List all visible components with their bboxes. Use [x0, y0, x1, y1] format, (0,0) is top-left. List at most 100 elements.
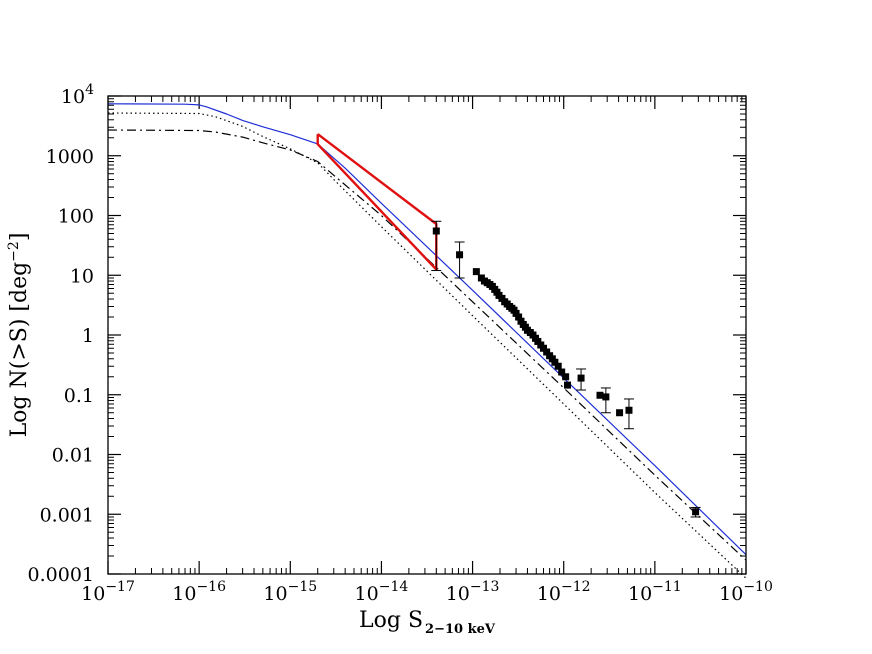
x-tick-label: 10−17 [81, 579, 135, 605]
data-point [551, 358, 559, 366]
y-tick-label: 104 [61, 82, 94, 108]
y-tick-label-base: 0.01 [52, 445, 94, 467]
data-point [472, 268, 480, 276]
y-tick-label: 1000 [46, 146, 94, 168]
y-tick-label-base: 1000 [46, 146, 94, 168]
minor-ticks [108, 96, 746, 574]
x-tick-label-exponent: −10 [743, 579, 773, 595]
data-point [616, 409, 624, 417]
y-tick-label-base: 0.001 [40, 504, 94, 526]
points-layer [431, 220, 701, 518]
x-tick-label-base: 10 [81, 583, 105, 605]
x-tick-label: 10−14 [355, 579, 409, 605]
y-axis-title-main: Log N(>S) [deg [7, 262, 32, 438]
y-tick-label-base: 10 [61, 86, 85, 108]
point-marker [692, 508, 700, 516]
x-tick-label-exponent: −13 [470, 579, 500, 595]
point-marker [616, 409, 624, 417]
data-point [539, 344, 547, 352]
major-ticks [107, 95, 747, 575]
y-axis-title: Log N(>S) [deg−2] [6, 233, 32, 438]
x-tick-label-base: 10 [355, 583, 379, 605]
y-tick-label-base: 1 [82, 325, 94, 347]
data-point [623, 398, 634, 430]
x-tick-label-exponent: −11 [652, 579, 682, 595]
point-marker [432, 227, 440, 235]
point-marker [596, 391, 604, 399]
point-marker [554, 362, 562, 370]
data-point [512, 309, 520, 317]
data-point [431, 220, 442, 272]
x-tick-label-base: 10 [628, 583, 652, 605]
data-point [454, 241, 465, 279]
x-tick-label: 10−13 [446, 579, 500, 605]
x-tick-label-exponent: −12 [561, 579, 591, 595]
series-line-dotted [107, 112, 747, 579]
y-tick-label: 10 [70, 265, 94, 287]
x-tick-label: 10−12 [537, 579, 591, 605]
y-tick-label-base: 0.0001 [28, 564, 94, 586]
data-point [515, 313, 523, 321]
y-tick-label: 0.0001 [28, 564, 94, 586]
x-tick-label: 10−10 [719, 579, 773, 605]
point-marker [577, 374, 585, 382]
point-marker [543, 348, 551, 356]
point-marker [534, 337, 542, 345]
x-tick-label-exponent: −16 [196, 579, 226, 595]
point-marker [456, 251, 464, 259]
series-line-solid [107, 103, 747, 556]
y-tick-label-base: 0.1 [64, 385, 94, 407]
data-point [554, 362, 562, 370]
y-tick-label: 0.1 [64, 385, 94, 407]
x-axis-title-subscript: 2−10 keV [425, 622, 496, 637]
x-tick-label: 10−11 [628, 579, 682, 605]
y-tick-label-exponent: 4 [85, 82, 94, 98]
x-tick-label: 10−15 [263, 579, 317, 605]
data-point [563, 381, 571, 389]
y-tick-label-base: 10 [70, 265, 94, 287]
data-point [596, 391, 604, 399]
series-layer [107, 103, 747, 579]
series-line-dashdot [107, 129, 747, 561]
y-tick-label: 0.001 [40, 504, 94, 526]
point-marker [472, 268, 480, 276]
y-tick-label: 1 [82, 325, 94, 347]
x-axis-title: Log S 2−10 keV [359, 608, 496, 637]
data-point [690, 506, 701, 518]
series-line-wedge [316, 133, 438, 271]
data-point [558, 368, 566, 376]
point-marker [551, 358, 559, 366]
y-axis-title-close: ] [7, 233, 32, 242]
x-tick-label-base: 10 [263, 583, 287, 605]
x-tick-label-base: 10 [719, 583, 743, 605]
x-tick-label-base: 10 [172, 583, 196, 605]
x-tick-label-exponent: −14 [379, 579, 409, 595]
point-marker [515, 313, 523, 321]
y-tick-label: 0.01 [52, 445, 94, 467]
x-tick-label-base: 10 [537, 583, 561, 605]
y-tick-label: 100 [58, 206, 94, 228]
x-tick-label-base: 10 [446, 583, 470, 605]
x-tick-label-exponent: −15 [288, 579, 318, 595]
data-point [576, 368, 587, 391]
point-marker [558, 368, 566, 376]
x-tick-label-exponent: −17 [105, 579, 135, 595]
y-axis-title-superscript: −2 [6, 241, 22, 262]
point-marker [512, 309, 520, 317]
data-point [534, 337, 542, 345]
point-marker [562, 373, 570, 381]
point-marker [563, 381, 571, 389]
data-point [543, 348, 551, 356]
x-axis-title-main: Log S [359, 608, 423, 633]
x-tick-label: 10−16 [172, 579, 226, 605]
x-tick-labels: 10−17 10−16 10−15 10−14 10−13 10−12 10−11 10−10 [81, 579, 773, 605]
point-marker [539, 344, 547, 352]
point-marker [625, 406, 633, 414]
data-point [600, 387, 611, 414]
y-tick-label-base: 100 [58, 206, 94, 228]
data-point [562, 373, 570, 381]
point-marker [602, 393, 610, 401]
plot-frame [107, 95, 747, 575]
